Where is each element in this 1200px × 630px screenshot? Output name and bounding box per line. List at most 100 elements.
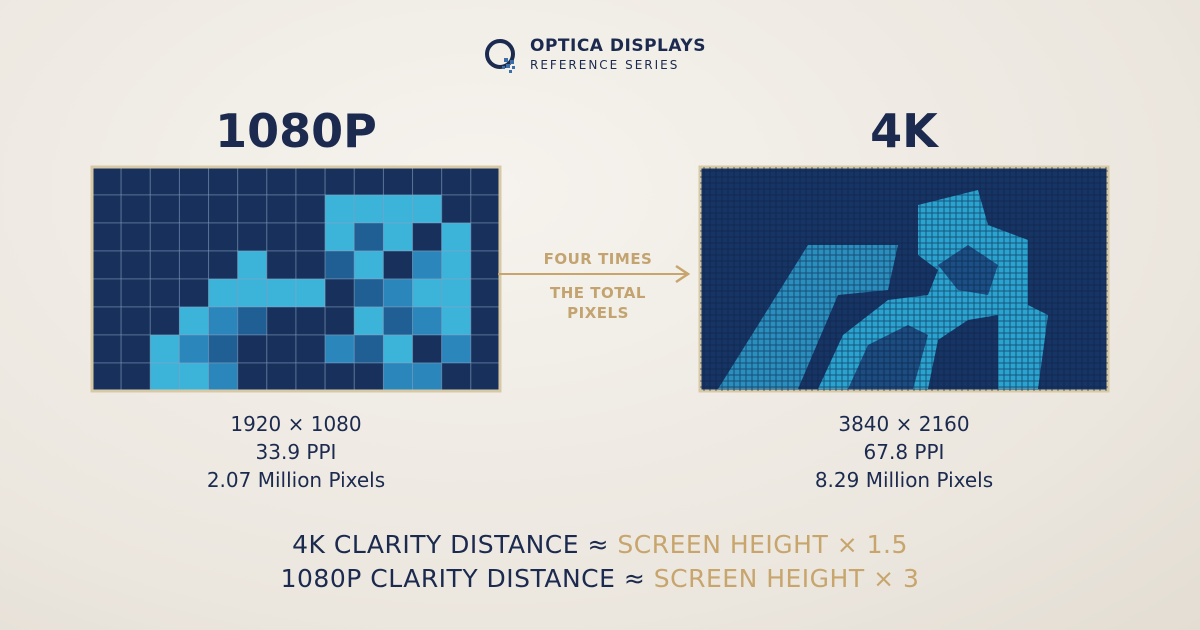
pixel bbox=[382, 278, 414, 308]
right-title: 4K bbox=[870, 104, 938, 158]
pixel-grid-4k bbox=[698, 165, 1110, 393]
pixel bbox=[353, 194, 384, 224]
pixel bbox=[470, 362, 501, 392]
pixel bbox=[237, 334, 268, 364]
pixel bbox=[208, 166, 239, 196]
spec: 33.9 PPI bbox=[255, 440, 337, 464]
arrow-text: THE TOTAL bbox=[550, 284, 646, 302]
pixel bbox=[412, 222, 443, 252]
pixel bbox=[237, 306, 268, 336]
pixel bbox=[178, 194, 210, 224]
pixel bbox=[382, 362, 414, 392]
pixel bbox=[178, 250, 210, 280]
pixel bbox=[266, 222, 297, 252]
pixel bbox=[441, 362, 472, 392]
pixel bbox=[149, 222, 180, 252]
pixel bbox=[91, 306, 122, 336]
spec: 2.07 Million Pixels bbox=[206, 468, 386, 492]
pixel bbox=[412, 362, 443, 392]
pixel bbox=[237, 166, 268, 196]
pixel bbox=[353, 278, 384, 308]
pixel bbox=[412, 250, 443, 280]
pixel bbox=[178, 334, 210, 364]
pixel bbox=[120, 362, 151, 392]
brand-tagline: REFERENCE SERIES bbox=[530, 58, 680, 72]
pixel bbox=[178, 278, 210, 308]
pixel bbox=[149, 166, 180, 196]
pixel bbox=[382, 194, 414, 224]
pixel bbox=[412, 306, 443, 336]
pixel bbox=[324, 278, 355, 308]
pixel bbox=[441, 250, 472, 280]
pixel bbox=[382, 222, 414, 252]
brand-name: OPTICA DISPLAYS bbox=[530, 36, 706, 56]
pixel bbox=[266, 194, 297, 224]
pixel bbox=[149, 278, 180, 308]
spec: 1920 × 1080 bbox=[230, 412, 362, 436]
pixel bbox=[412, 166, 443, 196]
left-title: 1080P bbox=[215, 104, 377, 158]
pixel bbox=[324, 306, 355, 336]
pixel bbox=[324, 194, 355, 224]
pixel bbox=[382, 166, 414, 196]
pixel bbox=[120, 250, 151, 280]
pixel bbox=[91, 334, 122, 364]
pixel bbox=[295, 362, 326, 392]
pixel bbox=[470, 334, 501, 364]
pixel bbox=[441, 166, 472, 196]
pixel bbox=[324, 334, 355, 364]
pixel bbox=[412, 334, 443, 364]
pixel bbox=[178, 166, 210, 196]
pixel bbox=[91, 194, 122, 224]
pixel bbox=[353, 250, 384, 280]
pixel bbox=[470, 306, 501, 336]
pixel bbox=[295, 334, 326, 364]
pixel bbox=[266, 166, 297, 196]
pixel bbox=[324, 250, 355, 280]
pixel bbox=[441, 194, 472, 224]
pixel bbox=[470, 194, 501, 224]
pixel bbox=[237, 278, 268, 308]
footer-value: SCREEN HEIGHT × 1.5 bbox=[617, 530, 908, 559]
pixel bbox=[353, 362, 384, 392]
pixel bbox=[91, 166, 122, 196]
pixel bbox=[149, 334, 180, 364]
pixel bbox=[178, 306, 210, 336]
arrow bbox=[498, 264, 691, 284]
pixel bbox=[295, 306, 326, 336]
pixel-grid-1080p bbox=[90, 165, 502, 393]
pixel bbox=[120, 278, 151, 308]
spec: 8.29 Million Pixels bbox=[814, 468, 994, 492]
pixel bbox=[295, 278, 326, 308]
pixel bbox=[208, 362, 239, 392]
pixel bbox=[120, 166, 151, 196]
arrow-text: FOUR TIMES bbox=[543, 250, 653, 268]
pixel bbox=[441, 222, 472, 252]
arrow-text: PIXELS bbox=[567, 304, 629, 322]
pixel bbox=[178, 362, 210, 392]
pixel bbox=[208, 306, 239, 336]
pixel bbox=[441, 278, 472, 308]
pixel bbox=[324, 166, 355, 196]
pixel bbox=[295, 166, 326, 196]
pixel bbox=[353, 334, 384, 364]
pixel bbox=[237, 362, 268, 392]
pixel bbox=[120, 194, 151, 224]
footer-line: 4K CLARITY DISTANCE ≈ SCREEN HEIGHT × 1.… bbox=[0, 530, 1200, 559]
pixel bbox=[178, 222, 210, 252]
logo bbox=[485, 39, 515, 73]
pixel bbox=[382, 250, 414, 280]
pixel bbox=[266, 362, 297, 392]
pixel bbox=[208, 194, 239, 224]
pixel bbox=[91, 278, 122, 308]
pixel bbox=[295, 194, 326, 224]
pixel bbox=[266, 306, 297, 336]
pixel bbox=[412, 278, 443, 308]
pixel bbox=[470, 250, 501, 280]
spec: 3840 × 2160 bbox=[838, 412, 970, 436]
pixel bbox=[91, 250, 122, 280]
pixel bbox=[208, 250, 239, 280]
pixel bbox=[120, 334, 151, 364]
frame bbox=[90, 165, 502, 393]
